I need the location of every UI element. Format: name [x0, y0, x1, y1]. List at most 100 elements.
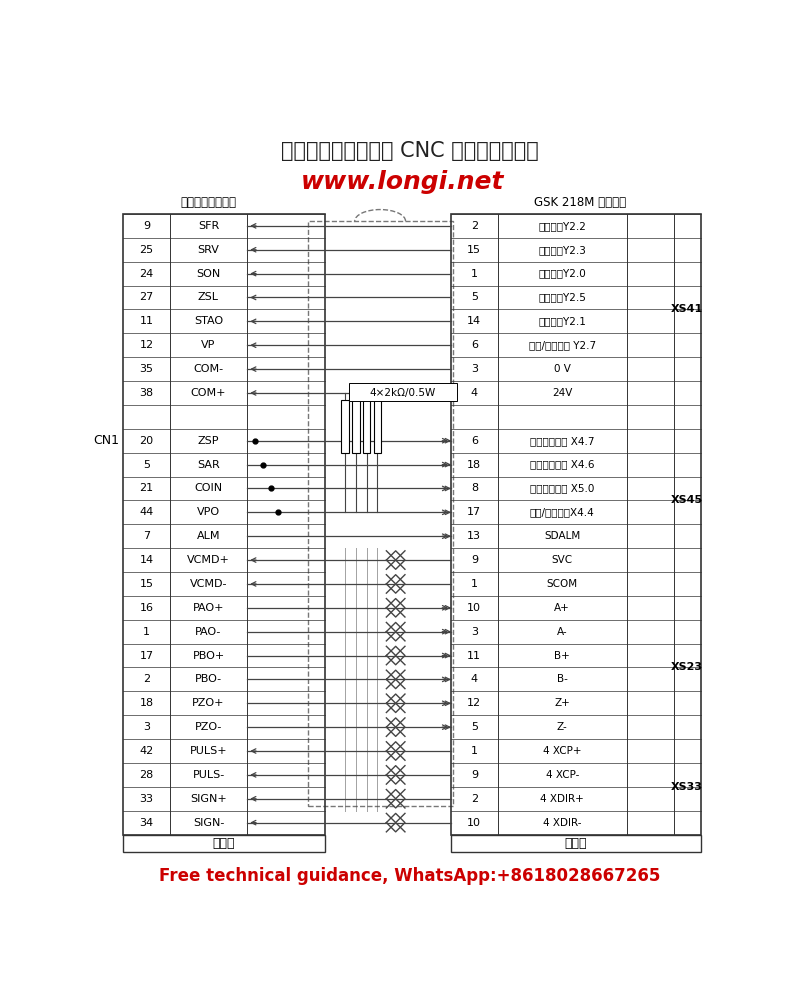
- Text: SIGN-: SIGN-: [193, 818, 224, 828]
- Text: Z+: Z+: [554, 698, 570, 708]
- Text: COM+: COM+: [190, 388, 226, 398]
- Text: ALM: ALM: [197, 531, 220, 541]
- Bar: [308, 221, 453, 806]
- Text: PZO-: PZO-: [195, 722, 222, 732]
- Text: 主轴零速检测 X4.7: 主轴零速检测 X4.7: [530, 436, 594, 446]
- Text: 4 XCP+: 4 XCP+: [543, 746, 582, 756]
- Text: 15: 15: [139, 579, 154, 589]
- Text: 35: 35: [139, 364, 154, 374]
- Bar: [362, 400, 370, 453]
- Text: 1: 1: [143, 627, 150, 637]
- Text: 5: 5: [471, 722, 478, 732]
- Text: 零速箝位Y2.5: 零速箝位Y2.5: [538, 292, 586, 302]
- Text: 主轴定向Y2.1: 主轴定向Y2.1: [538, 316, 586, 326]
- Text: 9: 9: [470, 770, 478, 780]
- Text: 1: 1: [471, 746, 478, 756]
- Bar: [341, 400, 349, 453]
- Text: COIN: COIN: [194, 483, 222, 493]
- Text: 6: 6: [471, 340, 478, 350]
- Text: 10: 10: [467, 603, 482, 613]
- Text: XS41: XS41: [671, 304, 703, 314]
- Text: B-: B-: [557, 674, 568, 684]
- Text: 42: 42: [139, 746, 154, 756]
- Text: 27: 27: [139, 292, 154, 302]
- Text: VCMD+: VCMD+: [187, 555, 230, 565]
- Text: ZSP: ZSP: [198, 436, 219, 446]
- Text: 3: 3: [471, 364, 478, 374]
- Text: VP: VP: [202, 340, 216, 350]
- Text: 38: 38: [139, 388, 154, 398]
- Text: 4 XDIR+: 4 XDIR+: [541, 794, 584, 804]
- Text: XS33: XS33: [671, 782, 703, 792]
- Text: 10: 10: [467, 818, 482, 828]
- Text: 18: 18: [139, 698, 154, 708]
- Text: SIGN+: SIGN+: [190, 794, 227, 804]
- Text: 14: 14: [467, 316, 482, 326]
- Text: B+: B+: [554, 651, 570, 661]
- Text: 金属壳: 金属壳: [565, 837, 587, 850]
- Bar: [123, 214, 325, 835]
- Text: 主轴正转Y2.2: 主轴正转Y2.2: [538, 221, 586, 231]
- Text: 主轴定向完成 X5.0: 主轴定向完成 X5.0: [530, 483, 594, 493]
- Text: 18: 18: [467, 460, 482, 470]
- Bar: [123, 835, 325, 852]
- Text: 5: 5: [471, 292, 478, 302]
- Text: 2: 2: [470, 221, 478, 231]
- Text: 2: 2: [470, 794, 478, 804]
- Text: VPO: VPO: [197, 507, 220, 517]
- Text: 16: 16: [139, 603, 154, 613]
- Text: 12: 12: [467, 698, 482, 708]
- Text: SVC: SVC: [552, 555, 573, 565]
- Text: 速度/位置切换 Y2.7: 速度/位置切换 Y2.7: [529, 340, 596, 350]
- Text: Z-: Z-: [557, 722, 568, 732]
- Text: CN1: CN1: [94, 434, 119, 447]
- Text: 主轴使能Y2.0: 主轴使能Y2.0: [538, 269, 586, 279]
- Text: 24: 24: [139, 269, 154, 279]
- Text: 3: 3: [471, 627, 478, 637]
- Text: SON: SON: [196, 269, 221, 279]
- Text: 1: 1: [471, 269, 478, 279]
- Bar: [352, 400, 360, 453]
- Text: 速度/位置切换X4.4: 速度/位置切换X4.4: [530, 507, 594, 517]
- Text: 24V: 24V: [552, 388, 573, 398]
- Text: PBO+: PBO+: [192, 651, 225, 661]
- Text: 1: 1: [471, 579, 478, 589]
- Text: 主轴速度到达 X4.6: 主轴速度到达 X4.6: [530, 460, 594, 470]
- Text: GSK 218M 铣床系统: GSK 218M 铣床系统: [534, 196, 626, 209]
- Text: 44: 44: [139, 507, 154, 517]
- Text: 34: 34: [139, 818, 154, 828]
- Text: 14: 14: [139, 555, 154, 565]
- Text: 4 XDIR-: 4 XDIR-: [543, 818, 582, 828]
- Text: 21: 21: [139, 483, 154, 493]
- Text: XS45: XS45: [671, 495, 703, 505]
- Text: SFR: SFR: [198, 221, 219, 231]
- Text: 主轴伺服驱动单元: 主轴伺服驱动单元: [181, 196, 237, 209]
- Text: 主轴反转Y2.3: 主轴反转Y2.3: [538, 245, 586, 255]
- Text: PAO-: PAO-: [195, 627, 222, 637]
- Text: XS23: XS23: [671, 662, 703, 672]
- Text: 4: 4: [470, 388, 478, 398]
- Text: PULS+: PULS+: [190, 746, 227, 756]
- Text: 28: 28: [139, 770, 154, 780]
- Text: 11: 11: [139, 316, 154, 326]
- Text: 2: 2: [143, 674, 150, 684]
- Text: PBO-: PBO-: [195, 674, 222, 684]
- Bar: [451, 835, 701, 852]
- Text: 4 XCP-: 4 XCP-: [546, 770, 579, 780]
- Text: 25: 25: [139, 245, 154, 255]
- Text: VCMD-: VCMD-: [190, 579, 227, 589]
- Text: 9: 9: [143, 221, 150, 231]
- Text: 5: 5: [143, 460, 150, 470]
- Bar: [451, 214, 701, 835]
- Text: ZSL: ZSL: [198, 292, 219, 302]
- Text: PULS-: PULS-: [192, 770, 225, 780]
- Text: www.longi.net: www.longi.net: [301, 170, 504, 194]
- Text: 17: 17: [467, 507, 482, 517]
- Text: 4: 4: [470, 674, 478, 684]
- Text: 11: 11: [467, 651, 482, 661]
- Text: STAO: STAO: [194, 316, 223, 326]
- Text: A+: A+: [554, 603, 570, 613]
- Text: A-: A-: [557, 627, 568, 637]
- Text: SCOM: SCOM: [546, 579, 578, 589]
- Text: 0 V: 0 V: [554, 364, 570, 374]
